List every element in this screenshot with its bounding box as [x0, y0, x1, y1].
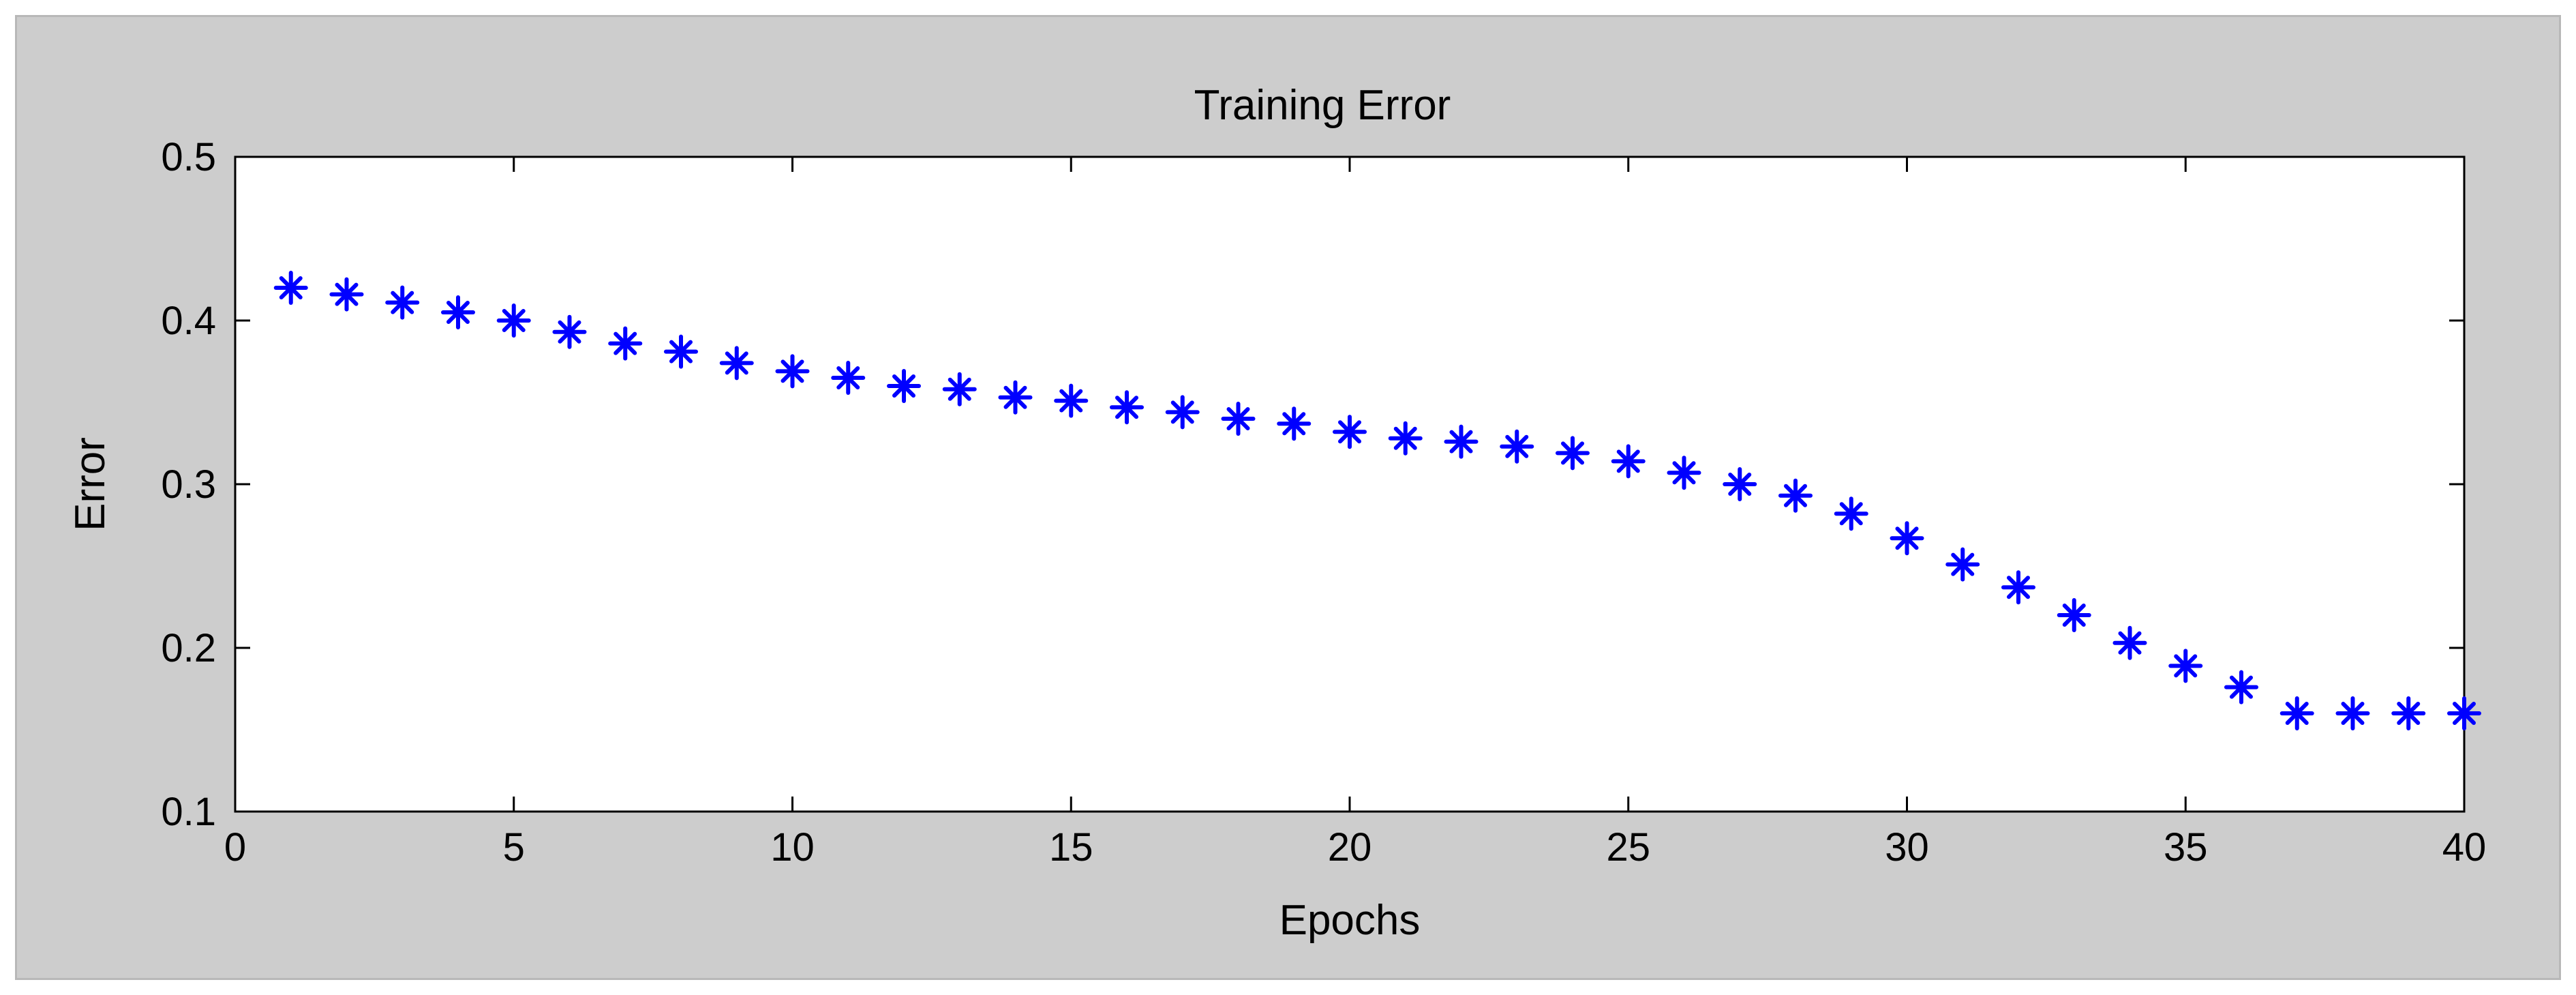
training-error-chart: Training Error 0 5 10 15 20 25 30 35 40 0.10.20.… [67, 82, 2486, 944]
data-point [1556, 436, 1590, 471]
y-tick-label: 0.3 [161, 462, 216, 507]
data-point [329, 277, 364, 312]
data-point [1165, 395, 1200, 430]
x-tick-label: 15 [1049, 825, 1093, 870]
data-point [1890, 521, 1924, 556]
data-point [441, 295, 475, 329]
y-tick-label: 0.2 [161, 626, 216, 670]
data-point [1723, 467, 1757, 501]
data-point [2279, 696, 2314, 730]
data-point [1945, 547, 1980, 582]
data-point [664, 334, 698, 369]
data-point [608, 326, 643, 361]
data-points [273, 271, 2481, 730]
y-tick-label: 0.4 [161, 299, 216, 343]
x-tick-label: 40 [2442, 825, 2487, 870]
x-axis-label: Epochs [1279, 897, 1421, 944]
data-point [496, 303, 531, 338]
data-point [2001, 570, 2035, 605]
data-point [2391, 696, 2426, 730]
y-tick-label: 0.1 [161, 790, 216, 834]
chart-title: Training Error [1194, 82, 1451, 129]
data-point [719, 346, 754, 381]
data-point [1778, 478, 1813, 513]
data-point [1500, 429, 1534, 464]
data-point [552, 314, 587, 349]
data-point [1277, 406, 1312, 441]
data-point [1444, 424, 1479, 459]
x-tick-label: 25 [1606, 825, 1650, 870]
x-tick-label: 10 [770, 825, 815, 870]
data-point [775, 354, 810, 389]
x-tick-label: 0 [224, 825, 246, 870]
data-point [1834, 496, 1868, 531]
data-point [1054, 383, 1089, 418]
x-axis: 0 5 10 15 20 25 30 35 40 [224, 157, 2486, 870]
data-point [1667, 456, 1701, 490]
data-point [1221, 402, 1256, 436]
x-tick-label: 5 [503, 825, 525, 870]
data-point [2335, 696, 2370, 730]
data-point [1333, 415, 1367, 449]
data-point [273, 271, 308, 305]
data-point [887, 369, 921, 403]
data-point [942, 372, 977, 406]
x-tick-label: 35 [2164, 825, 2208, 870]
y-axis: 0.1 0.2 0.3 0.4 0.5 [161, 135, 2464, 834]
y-axis-label: Error [67, 437, 114, 531]
data-point [385, 285, 420, 320]
y-tick-label: 0.5 [161, 135, 216, 179]
x-tick-label: 20 [1328, 825, 1372, 870]
data-point [2168, 649, 2203, 683]
plot-area [234, 155, 2466, 813]
data-point [998, 380, 1033, 415]
data-point [2224, 670, 2258, 704]
data-point [1110, 390, 1144, 425]
data-point [2057, 598, 2091, 632]
data-point [1388, 421, 1423, 456]
figure-window: Training Error 0 5 10 15 20 25 30 35 40 0.1 0.2 0.… [15, 15, 2561, 980]
data-point [2112, 625, 2147, 660]
data-point [2447, 696, 2481, 730]
x-tick-label: 30 [1885, 825, 1929, 870]
data-point [831, 361, 866, 395]
data-point [1611, 444, 1646, 479]
